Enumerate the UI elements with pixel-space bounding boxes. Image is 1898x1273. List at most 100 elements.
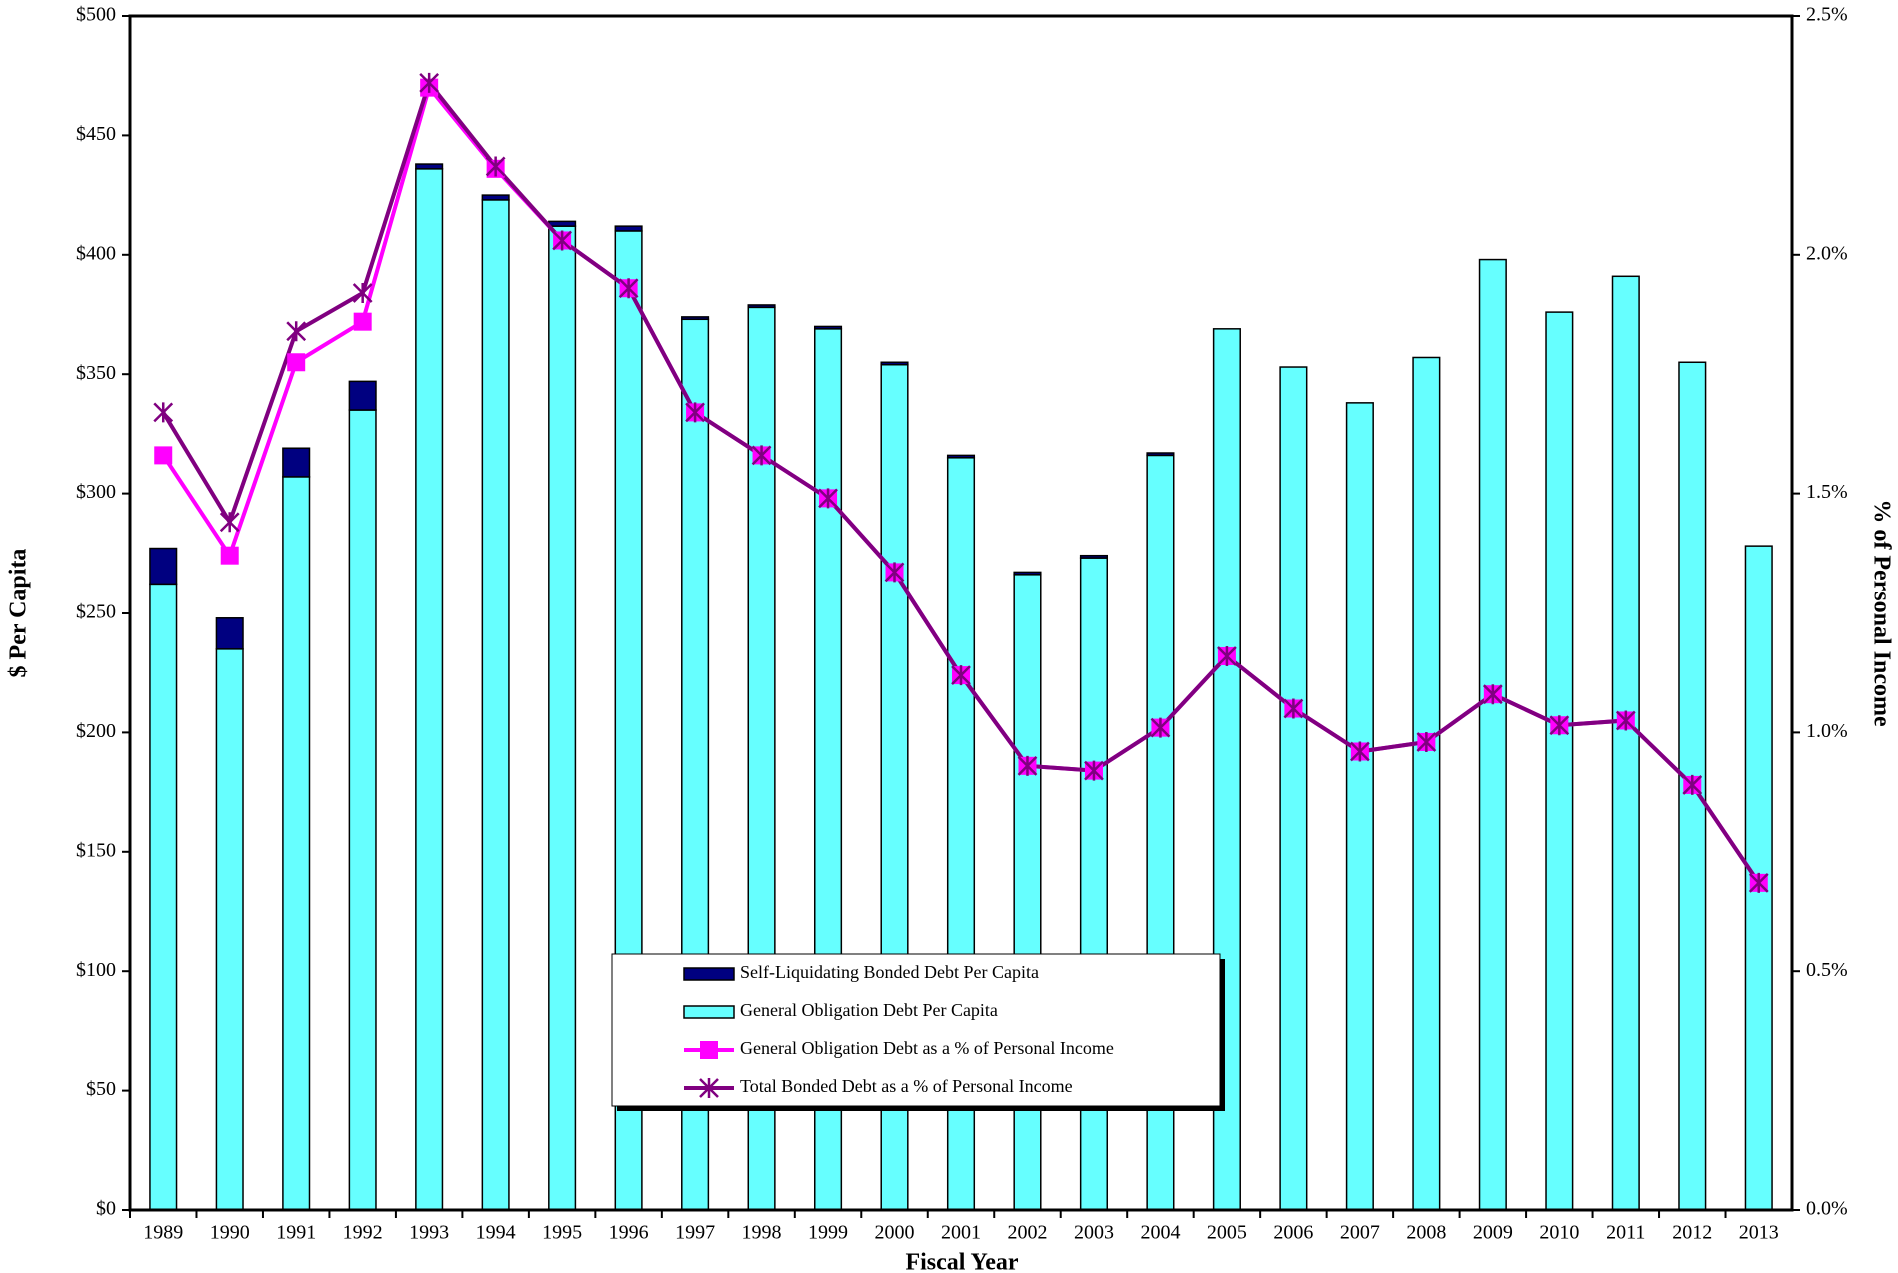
bar <box>215 648 244 1211</box>
bar <box>1611 275 1640 1211</box>
x-tick-label: 2000 <box>875 1222 915 1244</box>
bar <box>1079 557 1109 1211</box>
x-tick-label: 1990 <box>210 1222 250 1244</box>
y-tick-label: $100 <box>76 959 116 981</box>
y-axis-title: $ Per Capita <box>6 549 32 678</box>
y-tick-label: $300 <box>76 481 116 503</box>
bar <box>481 199 510 1211</box>
marker <box>1682 774 1703 795</box>
bar <box>681 316 710 321</box>
marker <box>552 230 573 251</box>
x-tick-label: 1997 <box>675 1222 715 1244</box>
x-tick-label: 1995 <box>542 1222 582 1244</box>
y-tick-label: $0 <box>96 1198 116 1220</box>
marker <box>153 402 174 423</box>
y-tick-label: $50 <box>86 1078 116 1100</box>
bar <box>880 361 909 366</box>
bar <box>149 547 178 586</box>
y2-tick-label: 0.5% <box>1806 959 1848 981</box>
y-tick-label: $400 <box>76 242 116 264</box>
y2-tick-label: 2.5% <box>1806 4 1848 26</box>
bar <box>1412 356 1441 1211</box>
bar <box>1279 366 1308 1211</box>
y-tick-label: $350 <box>76 362 116 384</box>
marker <box>1549 715 1570 736</box>
bar <box>215 617 244 650</box>
x-tick-label: 2001 <box>941 1222 981 1244</box>
x-tick-label: 2002 <box>1007 1222 1047 1244</box>
x-tick-label: 2010 <box>1539 1222 1579 1244</box>
plot-frame <box>128 14 1794 1212</box>
legend-label: Self-Liquidating Bonded Debt Per Capita <box>740 962 1039 982</box>
marker <box>618 278 639 299</box>
legend <box>611 953 1221 1107</box>
y2-tick-label: 0.0% <box>1806 1198 1848 1220</box>
legend-label: Total Bonded Debt as a % of Personal Inc… <box>740 1076 1073 1096</box>
bar <box>1013 571 1042 576</box>
marker <box>1217 645 1237 666</box>
marker <box>1416 731 1437 752</box>
marker <box>1283 698 1304 719</box>
bar <box>415 168 444 1211</box>
y2-tick-label: 1.5% <box>1806 481 1848 503</box>
bar <box>1079 554 1109 559</box>
marker <box>884 562 905 583</box>
bar <box>282 447 311 478</box>
marker <box>1084 760 1104 781</box>
marker <box>353 312 372 331</box>
bar <box>348 380 377 411</box>
marker <box>1017 755 1038 776</box>
legend-label: General Obligation Debt as a % of Person… <box>740 1038 1114 1058</box>
y-tick-label: $450 <box>76 123 116 145</box>
marker <box>287 353 306 372</box>
marker <box>1482 684 1503 705</box>
x-tick-label: 1994 <box>476 1222 516 1244</box>
bar <box>282 476 311 1211</box>
bar <box>813 325 843 330</box>
x-tick-label: 2004 <box>1140 1222 1180 1244</box>
y-tick-label: $200 <box>76 720 116 742</box>
bar <box>747 304 776 309</box>
x-tick-label: 2013 <box>1739 1222 1779 1244</box>
x-tick-label: 1998 <box>742 1222 782 1244</box>
bar <box>946 454 976 459</box>
bar <box>548 220 577 227</box>
x-tick-label: 2006 <box>1273 1222 1313 1244</box>
marker <box>286 321 307 342</box>
x-tick-label: 1996 <box>609 1222 649 1244</box>
x-axis-title: Fiscal Year <box>905 1250 1018 1273</box>
marker <box>1349 741 1370 762</box>
legend-swatch <box>683 1005 735 1019</box>
bar <box>614 225 643 232</box>
bar <box>481 194 510 201</box>
marker <box>1615 710 1636 731</box>
marker <box>685 402 705 423</box>
bar <box>1545 311 1574 1211</box>
marker <box>352 283 373 304</box>
bar <box>149 583 178 1211</box>
bar <box>1146 452 1175 457</box>
marker <box>485 156 506 177</box>
x-tick-label: 1989 <box>143 1222 183 1244</box>
marker <box>700 1041 718 1059</box>
marker <box>1150 717 1171 738</box>
marker <box>818 488 838 509</box>
x-tick-label: 2007 <box>1340 1222 1380 1244</box>
bar <box>1013 574 1042 1211</box>
bar <box>348 409 377 1211</box>
x-tick-label: 2003 <box>1074 1222 1114 1244</box>
marker <box>751 445 772 466</box>
x-tick-label: 2009 <box>1473 1222 1513 1244</box>
x-tick-label: 1991 <box>276 1222 316 1244</box>
marker <box>154 446 173 465</box>
x-tick-label: 2011 <box>1606 1222 1645 1244</box>
x-tick-label: 2005 <box>1207 1222 1247 1244</box>
legend-label: General Obligation Debt Per Capita <box>740 1000 998 1020</box>
marker <box>699 1078 719 1098</box>
bar <box>548 225 577 1211</box>
bar <box>1478 258 1507 1211</box>
y2-axis-title: % of Personal Income <box>1868 499 1894 727</box>
marker <box>419 72 440 93</box>
x-tick-label: 1992 <box>343 1222 383 1244</box>
